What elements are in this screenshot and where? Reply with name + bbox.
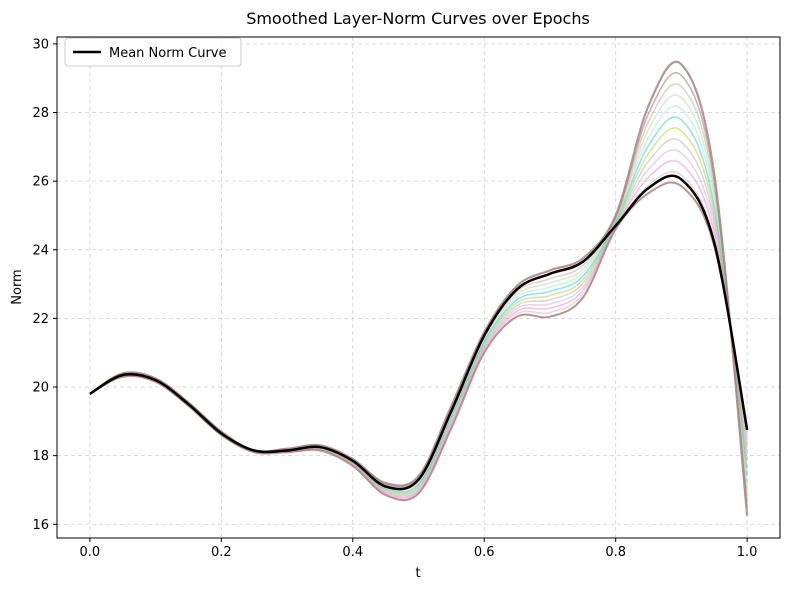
y-tick-label: 30 (32, 37, 49, 52)
mean-norm-curve (89, 174, 749, 491)
y-tick-label: 16 (32, 518, 49, 533)
y-tick-label: 22 (32, 312, 49, 327)
x-axis-ticks: 0.0 0.2 0.4 0.6 0.8 1.0 (80, 538, 758, 560)
y-axis-label: Norm (10, 269, 25, 304)
x-tick-label: 0.8 (605, 545, 626, 560)
y-tick-label: 18 (32, 449, 49, 464)
legend-mean-label: Mean Norm Curve (109, 46, 227, 61)
y-axis-ticks: 16 18 20 22 24 26 28 30 (32, 37, 57, 533)
epoch-curve-upper (89, 60, 749, 516)
y-tick-label: 26 (32, 175, 49, 190)
legend: Mean Norm Curve (64, 37, 242, 67)
plot-frame (56, 36, 781, 539)
x-tick-label: 0.6 (474, 545, 495, 560)
chart-title: Smoothed Layer-Norm Curves over Epochs (246, 9, 590, 28)
x-axis-label: t (415, 566, 420, 581)
epoch-curve-lower (89, 181, 749, 502)
mean-curve-group (89, 174, 749, 491)
y-tick-label: 20 (32, 381, 49, 396)
y-tick-label: 24 (32, 243, 49, 258)
x-tick-label: 0.2 (211, 545, 232, 560)
y-tick-label: 28 (32, 106, 49, 121)
x-tick-label: 0.4 (342, 545, 363, 560)
legend-box (64, 37, 242, 67)
x-tick-label: 0.0 (80, 545, 101, 560)
x-tick-label: 1.0 (737, 545, 758, 560)
